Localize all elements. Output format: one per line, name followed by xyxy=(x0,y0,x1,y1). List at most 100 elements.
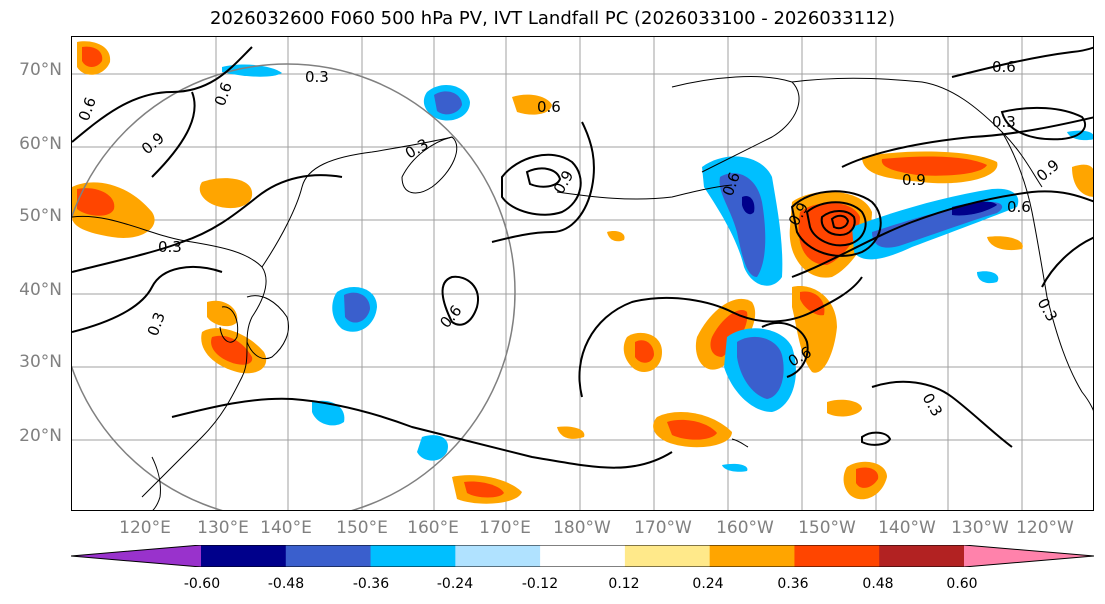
contour-cutoff-core xyxy=(830,214,850,230)
map-title: 2026032600 F060 500 hPa PV, IVT Landfall… xyxy=(209,8,896,29)
colorbar-tick-p048: 0.48 xyxy=(862,576,894,592)
contour-label-0-3-b: 0.3 xyxy=(158,238,182,256)
contour-north-2 xyxy=(151,91,196,178)
contour-mid-west xyxy=(72,266,223,333)
negative-anomaly-shading xyxy=(222,64,1093,472)
colorbar-tick-p060: 0.60 xyxy=(946,576,978,592)
coastline-kamchatka xyxy=(401,136,458,194)
cold-patch-okhotsk-core xyxy=(434,91,462,115)
cold-patch-small-1 xyxy=(722,463,748,472)
contour-north-pole xyxy=(951,46,1093,78)
lon-label-140w: 140°W xyxy=(878,518,936,538)
lon-label-170w: 170°W xyxy=(634,518,692,538)
colorbar-bin xyxy=(455,545,541,567)
lon-label-130e: 130°E xyxy=(197,518,249,538)
positive-anomaly-shading xyxy=(72,41,1093,504)
coastline-aleutians xyxy=(556,184,733,200)
contour-ridge xyxy=(171,397,673,469)
warm-patch-ne-pacific-1 xyxy=(827,399,862,417)
colorbar-extend-low xyxy=(71,545,201,567)
lon-label-120e: 120°E xyxy=(119,518,171,538)
contour-label-0-3-f: 0.3 xyxy=(992,113,1016,131)
warm-patch-small-3 xyxy=(987,236,1023,251)
contour-label-0-3-e: 0.3 xyxy=(919,390,947,420)
colorbar-tick-n060: -0.60 xyxy=(183,576,221,592)
cold-patch-small-2 xyxy=(977,271,999,284)
lon-label-160w: 160°W xyxy=(716,518,774,538)
map-canvas: 0.3 0.6 0.9 0.6 0.3 0.3 0.6 0.9 0.6 0.3 … xyxy=(72,37,1093,510)
lon-label-120w: 120°W xyxy=(1016,518,1074,538)
contour-label-0-6-g: 0.6 xyxy=(992,58,1016,76)
lat-label-40n: 40°N xyxy=(19,280,62,300)
contour-trough-big xyxy=(578,276,863,398)
warm-patch-top-left-core xyxy=(82,46,103,67)
colorbar-bin xyxy=(624,545,711,567)
colorbar-bin xyxy=(709,545,795,567)
cold-patch-arctic xyxy=(222,64,282,77)
warm-patch-trough-2 xyxy=(792,286,837,373)
colorbar xyxy=(70,544,1095,571)
contour-jet xyxy=(791,190,1093,278)
lat-label-60n: 60°N xyxy=(19,134,62,154)
lat-label-70n: 70°N xyxy=(19,60,62,80)
coastline-japan xyxy=(246,295,289,360)
contour-central-south xyxy=(441,275,479,326)
coastline-alaska xyxy=(671,76,1043,188)
colorbar-bin xyxy=(285,545,372,567)
contour-label-0-3-d: 0.3 xyxy=(144,310,169,339)
lon-label-140e: 140°E xyxy=(260,518,312,538)
contour-north-america xyxy=(841,116,1093,168)
colorbar-tick-p036: 0.36 xyxy=(777,576,809,592)
coastlines xyxy=(72,76,1093,510)
cold-patch-subtropic xyxy=(417,435,448,461)
colorbar-bin xyxy=(794,545,880,567)
contour-label-0-3-a: 0.3 xyxy=(305,68,329,86)
contour-central xyxy=(491,121,595,243)
colorbar-bin xyxy=(879,545,965,567)
warm-patch-small-1 xyxy=(607,230,625,242)
cold-patch-southern-core xyxy=(737,336,784,399)
warm-patch-northwest-core xyxy=(77,188,115,216)
warm-patch-japan-core xyxy=(211,335,253,365)
contour-west-edge xyxy=(1041,236,1093,288)
colorbar-extend-high xyxy=(964,545,1094,567)
cold-patch-mid-pacific-core xyxy=(344,292,370,323)
contour-eddy xyxy=(501,153,582,216)
warm-patch-okhotsk xyxy=(512,94,552,115)
warm-patch-central-1-core xyxy=(635,340,654,363)
cold-patch-trough-deep xyxy=(742,195,755,215)
colorbar-tick-p012: 0.12 xyxy=(608,576,640,592)
graticule xyxy=(72,37,1093,510)
highlight-circle xyxy=(72,63,516,510)
pv-contours xyxy=(72,46,1093,469)
cold-patch-subtropic-2 xyxy=(312,400,345,426)
lon-label-180w: 180°W xyxy=(553,518,611,538)
coastline-korea xyxy=(219,306,239,343)
warm-patch-small-2 xyxy=(557,426,585,439)
contour-eddy-inner xyxy=(525,167,562,188)
contour-label-0-6-c: 0.6 xyxy=(537,98,561,116)
lon-label-170e: 170°E xyxy=(479,518,531,538)
contour-asia-trough xyxy=(72,174,343,273)
colorbar-bin xyxy=(370,545,456,567)
contour-cutoff xyxy=(790,190,882,257)
cold-patch-trough-core xyxy=(719,173,766,277)
cold-patch-east-edge xyxy=(1067,130,1093,141)
warm-patch-alaska-core xyxy=(881,156,987,176)
warm-patch-subtropical-west-core xyxy=(464,481,504,498)
colorbar-tick-p024: 0.24 xyxy=(692,576,724,592)
contour-north-1 xyxy=(72,46,253,143)
warm-patch-ne-pacific-2-core xyxy=(856,467,879,488)
contour-label-0-3-c: 0.3 xyxy=(402,135,432,163)
contour-cutoff-3 xyxy=(820,210,856,237)
contour-arctic-loop xyxy=(1000,106,1087,141)
colorbar-svg xyxy=(70,544,1095,568)
coastline-philippines xyxy=(151,456,161,510)
warm-patch-central-2-core xyxy=(667,419,717,440)
lon-label-160e: 160°E xyxy=(407,518,459,538)
colorbar-tick-n024: -0.24 xyxy=(436,576,474,592)
contour-label-0-6-f: 0.6 xyxy=(1007,198,1031,216)
warm-patch-east-edge xyxy=(1072,164,1093,197)
contour-small-loop xyxy=(861,431,892,446)
coastline-hawaii xyxy=(731,438,749,448)
